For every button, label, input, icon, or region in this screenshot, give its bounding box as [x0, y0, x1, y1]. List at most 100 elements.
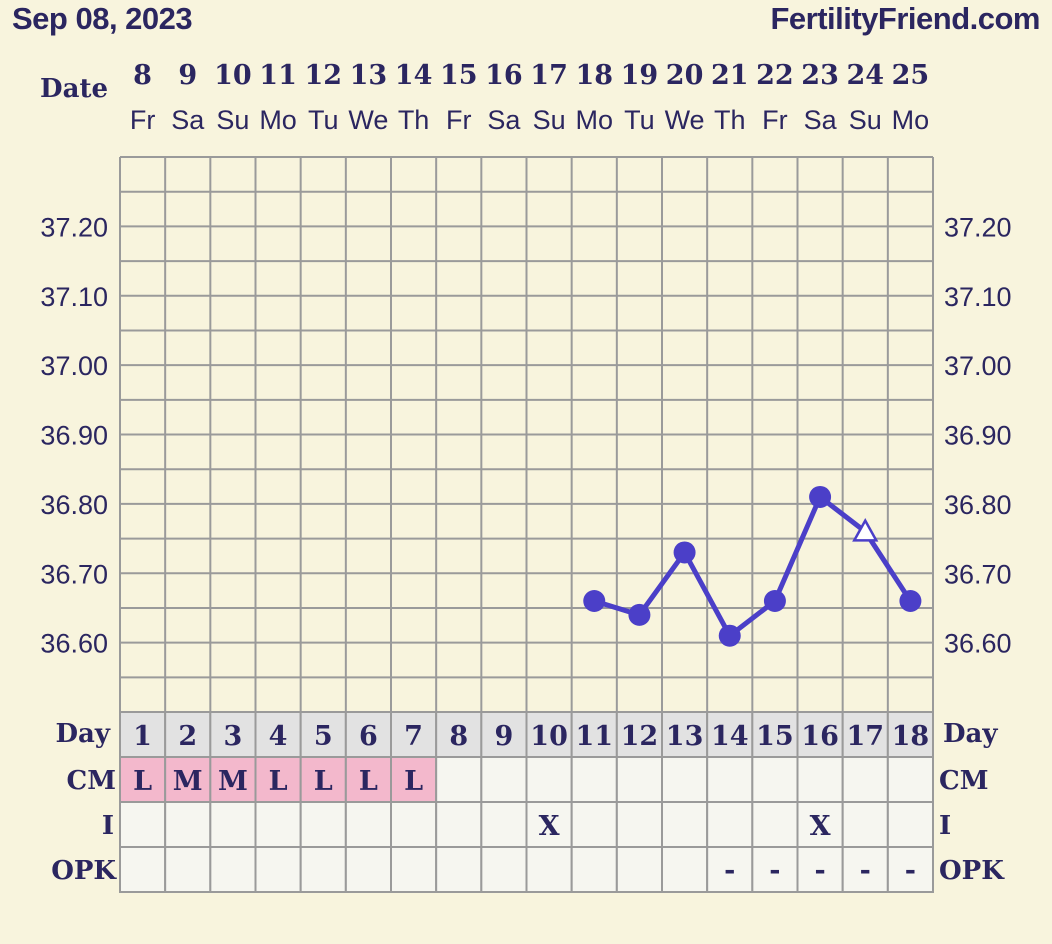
- i-cell: [299, 801, 347, 848]
- weekday-label: Su: [216, 105, 249, 135]
- cm-cell: [119, 756, 167, 803]
- grid: [119, 156, 934, 713]
- weekday-label: Su: [533, 105, 566, 135]
- cm-row-label-right: CM: [939, 766, 988, 796]
- i-cell: [796, 801, 844, 848]
- i-cell: [254, 801, 302, 848]
- cycle-day-label: 15: [756, 721, 794, 752]
- y-tick-label-left: 36.90: [40, 421, 108, 451]
- intercourse-mark: X: [539, 811, 560, 842]
- day-cell: [119, 711, 167, 758]
- opk-cell: [390, 846, 438, 893]
- day-cell: [886, 711, 934, 758]
- weekday-label: Fr: [762, 105, 787, 135]
- opk-cell: [209, 846, 257, 893]
- i-cell: [344, 801, 393, 848]
- cycle-day-label: 6: [359, 721, 378, 752]
- cm-cell: [615, 756, 663, 803]
- cm-cell: [570, 756, 618, 803]
- chart-date: Sep 08, 2023: [12, 1, 192, 36]
- cycle-day-label: 5: [314, 721, 333, 752]
- temperature-point: [628, 603, 651, 626]
- opk-cell: [886, 846, 934, 893]
- date-label: 19: [621, 60, 659, 91]
- date-label: 8: [133, 60, 152, 91]
- i-cell: [390, 801, 438, 848]
- intercourse-mark: X: [810, 811, 831, 842]
- temperature-point: [809, 485, 832, 508]
- date-label: 24: [846, 60, 884, 91]
- weekday-label: Mo: [575, 105, 613, 135]
- i-row-label-right: I: [939, 811, 951, 841]
- date-label: 25: [892, 60, 930, 91]
- day-cell: [209, 711, 257, 758]
- cycle-day-label: 10: [530, 721, 568, 752]
- weekday-label: Mo: [892, 105, 930, 135]
- opk-row-label-right: OPK: [939, 856, 1005, 886]
- y-tick-label-right: 36.80: [944, 490, 1012, 520]
- weekday-label: Fr: [130, 105, 155, 135]
- cm-cell: [661, 756, 709, 803]
- day-cell: [480, 711, 528, 758]
- cycle-day-label: 8: [449, 721, 468, 752]
- y-tick-label-left: 37.10: [40, 282, 108, 312]
- cm-cell: [886, 756, 934, 803]
- y-tick-label-left: 36.70: [40, 559, 108, 589]
- y-tick-label-right: 37.00: [944, 351, 1012, 381]
- i-cell: [209, 801, 257, 848]
- cm-cell: [841, 756, 889, 803]
- date-label: 9: [178, 60, 197, 91]
- date-label: 15: [440, 60, 478, 91]
- temperature-point: [673, 541, 696, 564]
- data-table: 1 2 3 4 5 6 7 8 9 10 11 12 13 14 15 16 17 18L M M L L L LX X- - - -…: [119, 711, 934, 893]
- cm-cell: [751, 756, 799, 803]
- opk-cell: [254, 846, 302, 893]
- y-tick-label-left: 37.00: [40, 351, 108, 381]
- cm-cell: [254, 756, 302, 803]
- i-cell: [706, 801, 754, 848]
- cycle-day-label: 12: [621, 721, 659, 752]
- cm-cell: [525, 756, 573, 803]
- day-cell: [435, 711, 483, 758]
- cycle-day-label: 13: [666, 721, 704, 752]
- temperature-point: [718, 624, 741, 647]
- site-name: FertilityFriend.com: [770, 1, 1040, 36]
- day-cell: [706, 711, 754, 758]
- opk-cell: [299, 846, 347, 893]
- date-label: 10: [214, 60, 252, 91]
- cycle-day-label: 4: [269, 721, 288, 752]
- opk-cell: [435, 846, 483, 893]
- opk-cell: [615, 846, 663, 893]
- weekday-label: Sa: [171, 105, 205, 135]
- temperature-line: [593, 494, 913, 639]
- i-cell: [661, 801, 709, 848]
- i-cell: [119, 801, 167, 848]
- day-row-label-left: Day: [55, 719, 110, 749]
- date-label: 21: [711, 60, 749, 91]
- weekday-label: Fr: [446, 105, 471, 135]
- cm-cell: [435, 756, 483, 803]
- date-label: 17: [530, 60, 568, 91]
- cm-value: L: [133, 766, 152, 797]
- cm-value: L: [359, 766, 378, 797]
- opk-value: -: [860, 855, 871, 886]
- date-label: 22: [756, 60, 794, 91]
- temperature-series: [583, 485, 922, 647]
- cm-cell: [480, 756, 528, 803]
- opk-value: -: [814, 855, 825, 886]
- cm-cell: [706, 756, 754, 803]
- cycle-day-label: 11: [575, 721, 613, 752]
- cycle-day-label: 2: [178, 721, 197, 752]
- i-cell: [615, 801, 663, 848]
- i-cell: [480, 801, 528, 848]
- weekday-label: We: [348, 105, 388, 135]
- weekday-label: Su: [849, 105, 882, 135]
- opk-value: -: [724, 855, 735, 886]
- opk-cell: [344, 846, 393, 893]
- y-tick-label-left: 36.60: [40, 629, 108, 659]
- date-label: 13: [350, 60, 388, 91]
- temperature-point: [899, 590, 922, 612]
- i-cell: [751, 801, 799, 848]
- i-cell: [570, 801, 618, 848]
- y-tick-label-left: 36.80: [40, 490, 108, 520]
